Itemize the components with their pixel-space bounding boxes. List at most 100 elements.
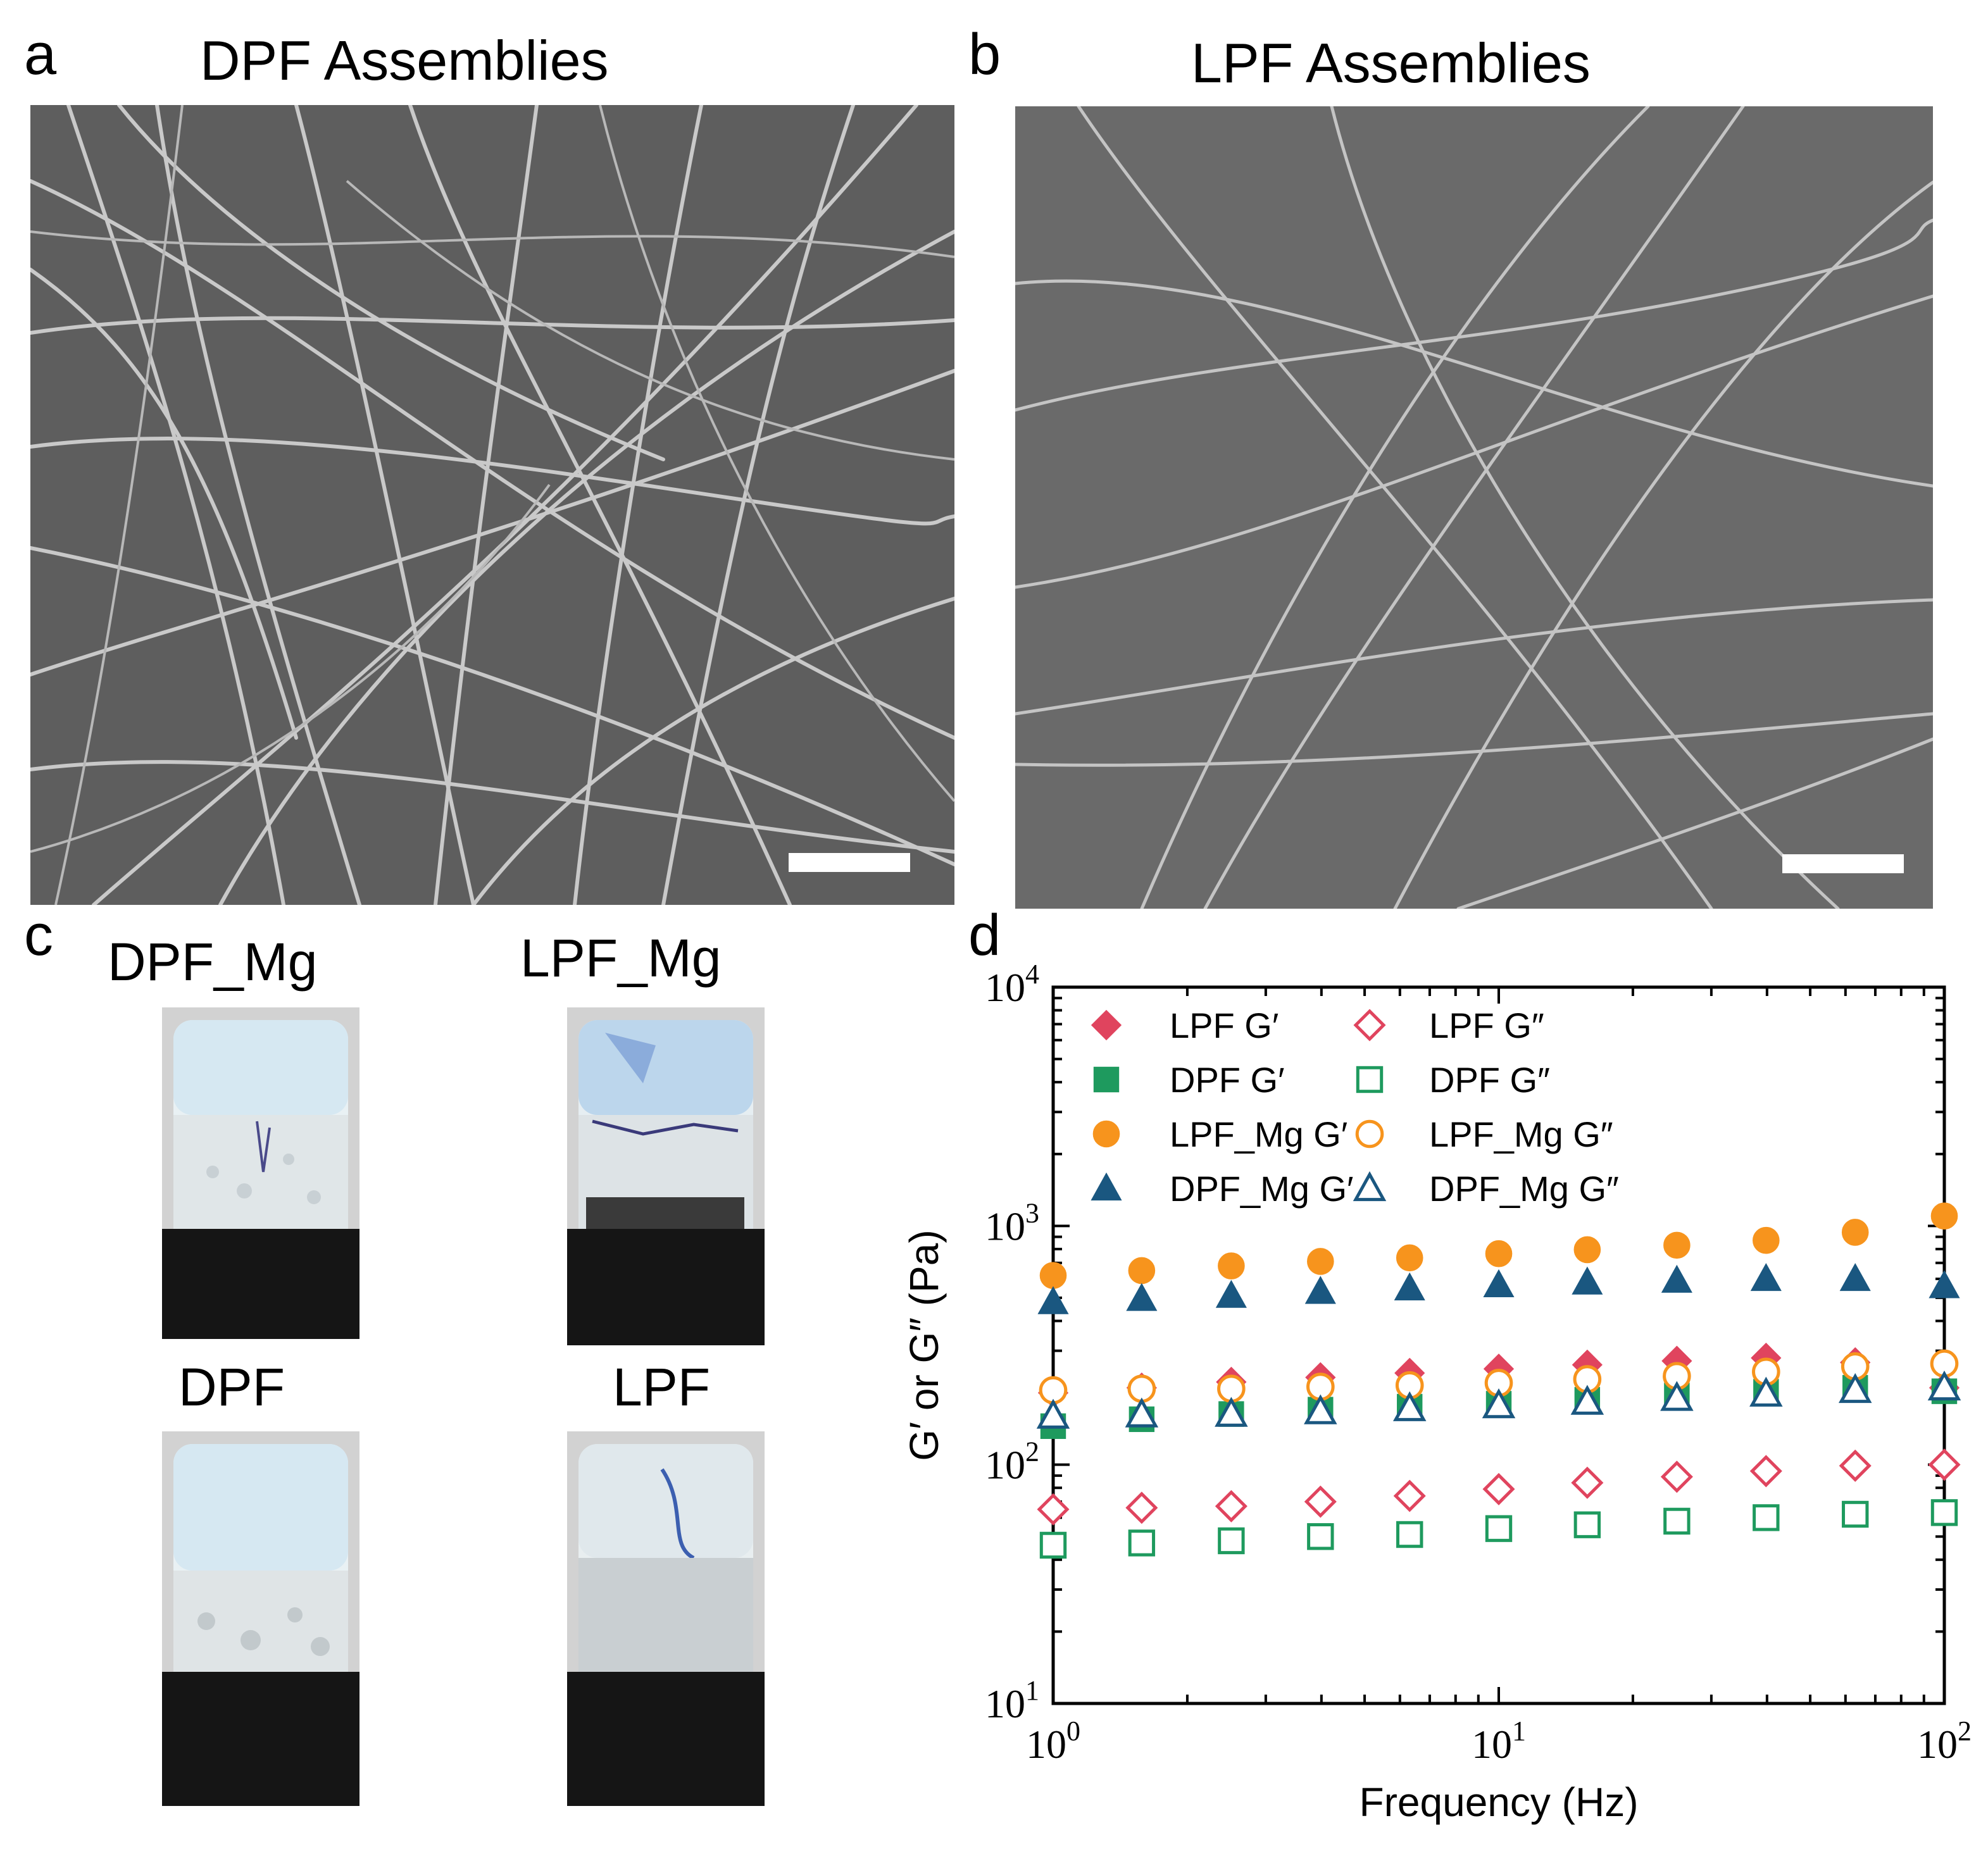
data-point-dpf-mg-g- [1483, 1269, 1515, 1297]
x-tick-label: 100 [1026, 1715, 1080, 1767]
legend-label-lpf-g-: LPF G′ [1170, 1005, 1278, 1045]
data-point-lpf-mg-g- [1753, 1226, 1780, 1254]
data-point-lpf-g- [1125, 1491, 1158, 1524]
x-tick-label: 102 [1917, 1715, 1972, 1767]
legend-label-lpf-mg-g-: LPF_Mg G′ [1170, 1114, 1347, 1154]
data-point-lpf-g- [1482, 1472, 1515, 1505]
data-point-dpf-mg-g- [1394, 1272, 1425, 1301]
data-point-lpf-g- [1215, 1490, 1247, 1522]
data-point-lpf-g- [1304, 1485, 1337, 1518]
y-tick-label: 104 [985, 959, 1039, 1010]
panel-a-title: DPF Assemblies [200, 29, 609, 92]
data-point-lpf-g- [1393, 1479, 1426, 1512]
data-point-lpf-mg-g- [1841, 1219, 1869, 1246]
scale-bar-b [1782, 854, 1904, 873]
vial-photo-lpf-mg [567, 1007, 765, 1345]
data-point-dpf-g- [1573, 1511, 1601, 1538]
data-point-dpf-mg-g- [1036, 1398, 1070, 1429]
sem-image-dpf [30, 105, 954, 905]
x-tick-label: 101 [1472, 1715, 1526, 1767]
data-point-dpf-mg-g- [1304, 1394, 1337, 1424]
data-point-lpf-g- [1749, 1455, 1782, 1488]
data-point-lpf-mg-g- [1573, 1236, 1601, 1264]
data-point-dpf-mg-g- [1661, 1264, 1692, 1293]
data-point-dpf-mg-g- [1570, 1385, 1604, 1415]
data-point-lpf-mg-g- [1128, 1257, 1156, 1285]
data-point-dpf-mg-g- [1392, 1391, 1427, 1421]
legend-marker-dpf-g- [1356, 1066, 1384, 1093]
data-point-lpf-mg-g- [1307, 1248, 1334, 1275]
panel-a-letter: a [24, 22, 57, 87]
data-point-dpf-mg-g- [1037, 1286, 1069, 1314]
data-point-dpf-mg-g- [1750, 1262, 1782, 1292]
data-point-dpf-g- [1753, 1504, 1780, 1531]
dpf-fibers [30, 105, 954, 905]
data-point-dpf-mg-g- [1125, 1397, 1159, 1428]
y-tick-label: 103 [985, 1197, 1039, 1248]
vial-label-dpf: DPF [178, 1357, 285, 1417]
data-point-dpf-mg-g- [1482, 1388, 1516, 1419]
data-point-lpf-mg-g- [1663, 1231, 1691, 1259]
sem-image-lpf [1015, 106, 1933, 909]
y-axis-title: G′ or G″ (Pa) [901, 1230, 947, 1460]
data-point-dpf-mg-g- [1929, 1270, 1960, 1298]
legend-label-lpf-mg-g-: LPF_Mg G″ [1429, 1114, 1613, 1154]
legend-marker-dpf-mg-g- [1353, 1171, 1387, 1202]
y-tick-label: 102 [985, 1436, 1039, 1488]
data-point-lpf-mg-g- [1930, 1202, 1958, 1230]
data-point-dpf-g- [1663, 1507, 1691, 1535]
data-point-dpf-mg-g- [1660, 1381, 1694, 1411]
data-point-dpf-g- [1307, 1523, 1334, 1550]
data-point-dpf-mg-g- [1215, 1279, 1247, 1308]
data-point-dpf-mg-g- [1126, 1283, 1158, 1311]
data-point-lpf-mg-g- [1396, 1244, 1423, 1272]
vial-label-lpf-mg: LPF_Mg [520, 928, 722, 988]
data-point-dpf-mg-g- [1839, 1262, 1871, 1292]
legend-label-lpf-g-: LPF G″ [1429, 1005, 1544, 1045]
data-point-dpf-g- [1485, 1515, 1513, 1542]
legend-label-dpf-g-: DPF G′ [1170, 1060, 1285, 1100]
x-axis-title: Frequency (Hz) [1360, 1779, 1639, 1825]
data-point-dpf-g- [1930, 1499, 1958, 1526]
data-point-dpf-g- [1396, 1521, 1423, 1548]
data-point-lpf-g- [1660, 1460, 1693, 1493]
scale-bar-a [789, 853, 910, 872]
data-point-dpf-g- [1039, 1531, 1067, 1559]
vial-label-dpf-mg: DPF_Mg [108, 932, 318, 992]
data-point-lpf-mg-g- [1218, 1252, 1245, 1279]
data-point-dpf-mg-g- [1304, 1276, 1336, 1304]
lpf-fibers [1015, 106, 1933, 909]
panel-b-letter: b [968, 22, 1001, 87]
data-point-lpf-g- [1839, 1449, 1872, 1482]
vial-label-lpf: LPF [613, 1357, 711, 1417]
legend-label-dpf-g-: DPF G″ [1429, 1060, 1550, 1100]
legend-label-dpf-mg-g-: DPF_Mg G″ [1429, 1169, 1619, 1209]
data-point-dpf-mg-g- [1749, 1376, 1783, 1407]
legend-label-dpf-mg-g-: DPF_Mg G′ [1170, 1169, 1354, 1209]
data-point-dpf-g- [1128, 1529, 1156, 1557]
y-tick-label: 101 [985, 1675, 1039, 1726]
vial-photo-lpf [567, 1431, 765, 1806]
legend-marker-dpf-mg-g- [1091, 1172, 1122, 1201]
data-point-lpf-mg-g- [1485, 1240, 1513, 1267]
data-point-dpf-mg-g- [1838, 1373, 1872, 1404]
data-point-lpf-g- [1928, 1448, 1961, 1481]
data-point-lpf-mg-g- [1039, 1262, 1067, 1289]
vial-photo-dpf-mg [162, 1007, 359, 1339]
legend-marker-dpf-g- [1093, 1066, 1120, 1093]
panel-c-letter: c [24, 903, 53, 968]
data-point-dpf-mg-g- [1927, 1370, 1961, 1401]
data-point-dpf-mg-g- [1572, 1266, 1603, 1295]
data-point-dpf-mg-g- [1215, 1397, 1248, 1427]
data-point-dpf-g- [1842, 1500, 1869, 1528]
vial-photo-dpf [162, 1431, 359, 1806]
data-point-lpf-g- [1571, 1466, 1604, 1499]
panel-b-title: LPF Assemblies [1191, 32, 1591, 94]
data-point-dpf-g- [1218, 1527, 1245, 1555]
legend-marker-lpf-mg-g- [1355, 1119, 1384, 1149]
legend-marker-lpf-g- [1091, 1009, 1122, 1041]
data-point-lpf-g- [1037, 1493, 1070, 1526]
panel-d-letter: d [968, 903, 1001, 968]
